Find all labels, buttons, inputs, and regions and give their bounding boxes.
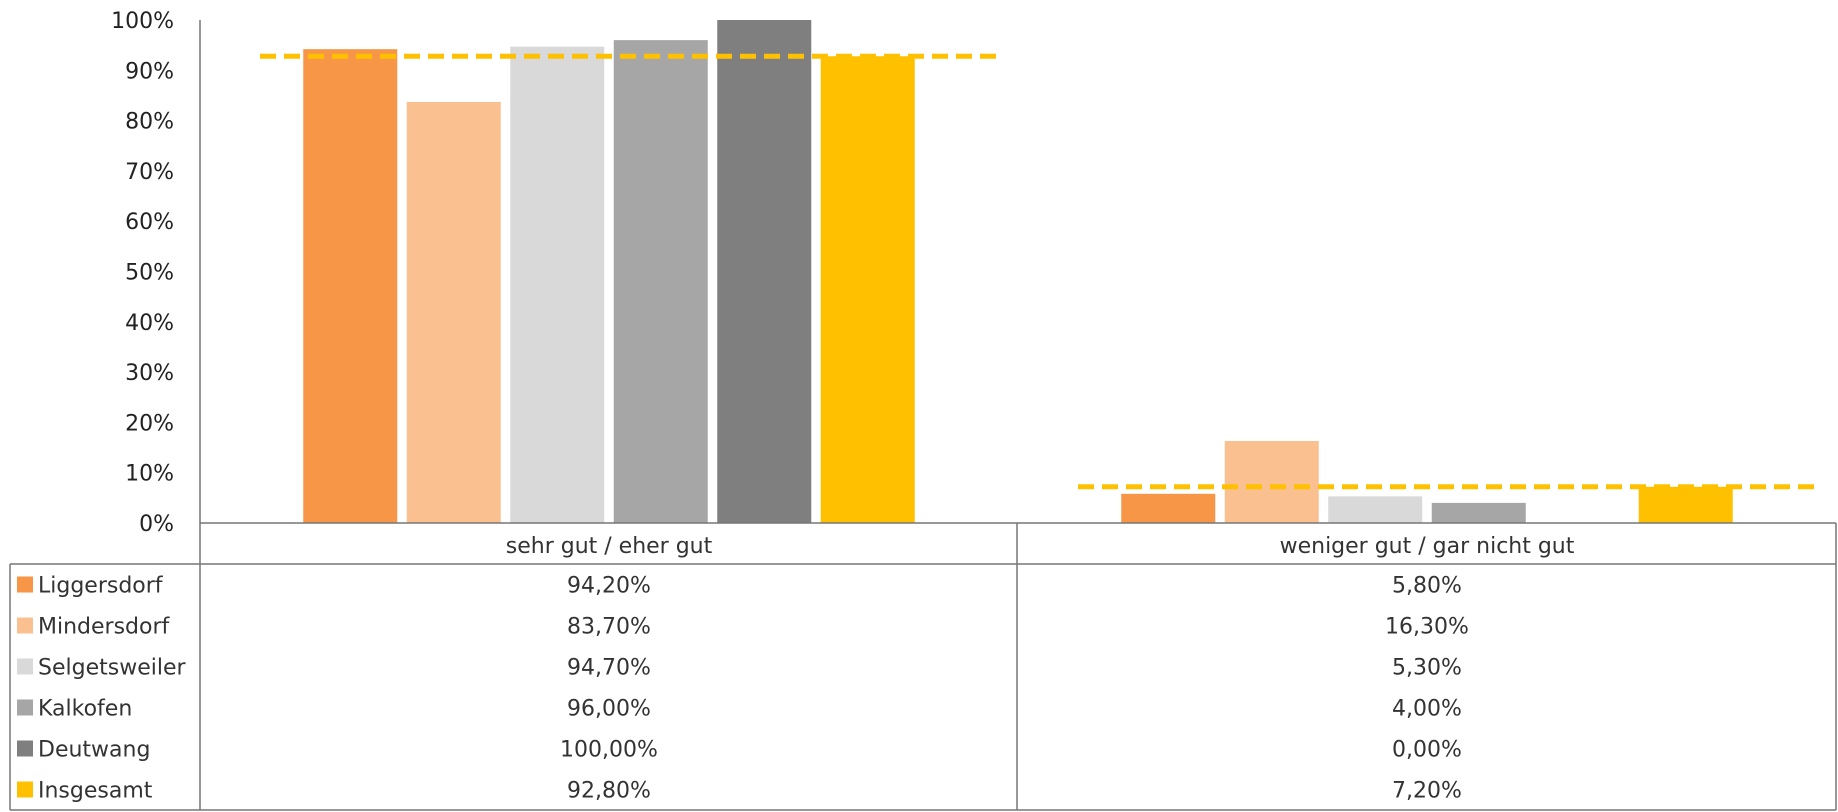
bar xyxy=(820,56,915,523)
legend-key xyxy=(17,740,33,757)
series-label: Mindersdorf xyxy=(38,615,171,640)
y-tick-label: 80% xyxy=(125,110,174,135)
series-label: Insgesamt xyxy=(38,779,153,804)
data-value-label: 83,70% xyxy=(567,615,651,640)
bar xyxy=(303,49,398,523)
data-value-label: 92,80% xyxy=(567,779,651,804)
y-tick-label: 0% xyxy=(139,512,174,537)
bar xyxy=(1328,496,1423,523)
data-value-label: 96,00% xyxy=(567,697,651,722)
legend-key xyxy=(17,576,33,593)
bar xyxy=(613,40,708,524)
data-value-label: 94,20% xyxy=(567,574,651,599)
legend-key xyxy=(17,781,33,798)
bar xyxy=(1224,441,1319,523)
category-label: sehr gut / eher gut xyxy=(506,534,713,559)
data-value-label: 4,00% xyxy=(1392,697,1462,722)
bar xyxy=(406,101,501,523)
category-label: weniger gut / gar nicht gut xyxy=(1280,534,1575,559)
bar xyxy=(1121,493,1216,523)
legend-key xyxy=(17,699,33,716)
y-tick-label: 10% xyxy=(125,462,174,487)
data-value-label: 16,30% xyxy=(1385,615,1469,640)
data-value-label: 0,00% xyxy=(1392,738,1462,763)
y-tick-label: 100% xyxy=(111,9,174,34)
y-tick-label: 70% xyxy=(125,160,174,185)
bar xyxy=(1638,486,1733,523)
series-label: Kalkofen xyxy=(38,697,132,722)
series-label: Deutwang xyxy=(38,738,150,763)
legend-key xyxy=(17,658,33,675)
bar xyxy=(510,46,605,524)
y-tick-label: 20% xyxy=(125,411,174,436)
data-value-label: 7,20% xyxy=(1392,779,1462,804)
bar xyxy=(1431,502,1526,523)
data-value-label: 94,70% xyxy=(567,656,651,681)
y-tick-label: 50% xyxy=(125,261,174,286)
series-label: Selgetsweiler xyxy=(38,656,186,681)
data-value-label: 5,30% xyxy=(1392,656,1462,681)
series-label: Liggersdorf xyxy=(38,574,164,599)
bar xyxy=(717,20,812,523)
y-tick-label: 40% xyxy=(125,311,174,336)
legend-key xyxy=(17,617,33,634)
y-tick-label: 30% xyxy=(125,361,174,386)
y-tick-label: 90% xyxy=(125,59,174,84)
data-value-label: 5,80% xyxy=(1392,574,1462,599)
y-tick-label: 60% xyxy=(125,210,174,235)
data-value-label: 100,00% xyxy=(560,738,658,763)
